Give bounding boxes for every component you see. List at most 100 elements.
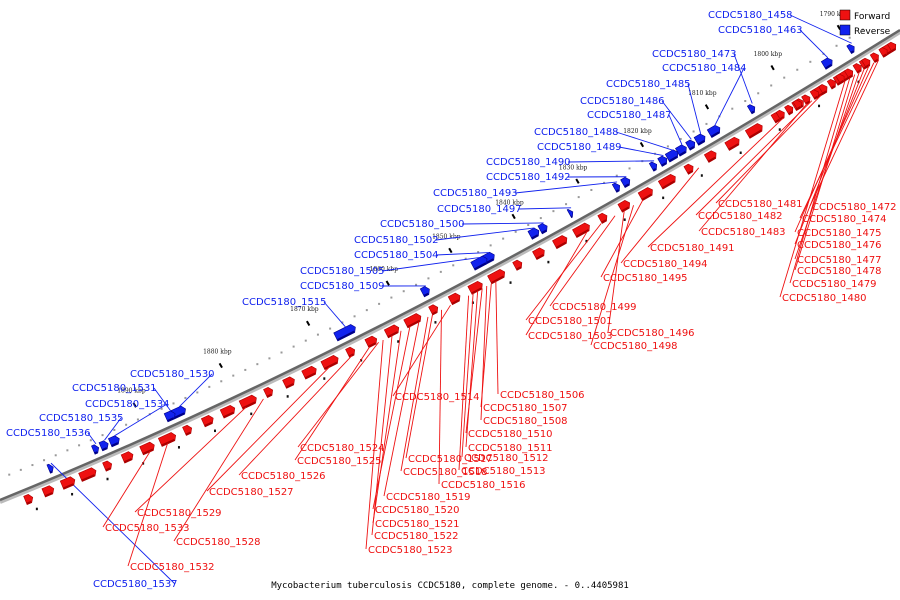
gene-label-forward[interactable]: CCDC5180_1475 — [797, 228, 882, 239]
gene-block-reverse[interactable] — [620, 176, 632, 189]
gene-label-forward[interactable]: CCDC5180_1533 — [105, 523, 190, 534]
gene-label-reverse[interactable]: CCDC5180_1530 — [130, 369, 215, 380]
gene-label-forward[interactable]: CCDC5180_1528 — [176, 537, 261, 548]
gene-block-forward[interactable] — [852, 62, 864, 74]
gene-block-forward[interactable] — [792, 98, 804, 111]
gene-block-forward[interactable] — [784, 104, 796, 116]
gene-block-forward[interactable] — [878, 46, 890, 58]
gene-block-forward[interactable] — [818, 83, 830, 95]
gene-block-forward[interactable] — [487, 268, 507, 285]
gene-label-reverse[interactable]: CCDC5180_1531 — [72, 383, 157, 394]
gene-label-forward[interactable]: CCDC5180_1513 — [461, 466, 546, 477]
gene-label-forward[interactable]: CCDC5180_1491 — [650, 243, 735, 254]
gene-label-reverse[interactable]: CCDC5180_1497 — [437, 204, 522, 215]
gene-label-forward[interactable]: CCDC5180_1483 — [701, 227, 786, 238]
gene-block-forward[interactable] — [861, 57, 873, 69]
gene-block-forward[interactable] — [59, 476, 76, 490]
gene-label-reverse[interactable]: CCDC5180_1473 — [652, 49, 737, 60]
gene-block-forward[interactable] — [637, 186, 655, 202]
gene-block-forward[interactable] — [102, 460, 114, 472]
gene-block-reverse[interactable] — [470, 255, 489, 271]
gene-label-forward[interactable]: CCDC5180_1482 — [698, 211, 783, 222]
gene-label-forward[interactable]: CCDC5180_1503 — [528, 331, 613, 342]
gene-label-reverse[interactable]: CCDC5180_1537 — [93, 579, 178, 590]
gene-label-reverse[interactable]: CCDC5180_1505 — [300, 266, 385, 277]
gene-block-forward[interactable] — [703, 149, 718, 163]
gene-block-forward[interactable] — [157, 431, 177, 447]
gene-label-forward[interactable]: CCDC5180_1474 — [802, 214, 887, 225]
gene-label-forward[interactable]: CCDC5180_1477 — [797, 255, 882, 266]
gene-block-reverse[interactable] — [648, 160, 659, 172]
gene-block-reverse[interactable] — [333, 323, 358, 342]
gene-block-forward[interactable] — [139, 441, 156, 456]
gene-label-forward[interactable]: CCDC5180_1532 — [130, 562, 215, 573]
gene-label-forward[interactable]: CCDC5180_1508 — [483, 416, 568, 427]
gene-block-forward[interactable] — [345, 346, 357, 358]
gene-label-reverse[interactable]: CCDC5180_1515 — [242, 297, 327, 308]
gene-label-reverse[interactable]: CCDC5180_1485 — [606, 79, 691, 90]
gene-label-forward[interactable]: CCDC5180_1472 — [812, 202, 897, 213]
gene-block-reverse[interactable] — [46, 463, 55, 474]
gene-label-reverse[interactable]: CCDC5180_1484 — [662, 63, 747, 74]
gene-label-forward[interactable]: CCDC5180_1506 — [500, 390, 585, 401]
gene-label-forward[interactable]: CCDC5180_1481 — [718, 199, 803, 210]
gene-block-reverse[interactable] — [675, 143, 688, 157]
gene-block-forward[interactable] — [219, 404, 236, 419]
gene-block-forward[interactable] — [182, 424, 194, 436]
gene-block-forward[interactable] — [467, 280, 485, 295]
gene-block-forward[interactable] — [835, 72, 847, 85]
gene-label-forward[interactable]: CCDC5180_1478 — [797, 266, 882, 277]
gene-block-forward[interactable] — [552, 234, 569, 250]
gene-block-reverse[interactable] — [657, 155, 669, 167]
gene-block-forward[interactable] — [683, 163, 695, 175]
gene-label-forward[interactable]: CCDC5180_1527 — [209, 487, 294, 498]
gene-label-forward[interactable]: CCDC5180_1518 — [403, 467, 488, 478]
gene-block-reverse[interactable] — [419, 285, 431, 298]
gene-block-forward[interactable] — [801, 93, 813, 106]
gene-block-forward[interactable] — [23, 493, 35, 506]
gene-block-forward[interactable] — [301, 365, 319, 380]
gene-label-reverse[interactable]: CCDC5180_1500 — [380, 219, 465, 230]
gene-label-forward[interactable]: CCDC5180_1529 — [137, 508, 222, 519]
gene-label-forward[interactable]: CCDC5180_1526 — [241, 471, 326, 482]
gene-label-forward[interactable]: CCDC5180_1514 — [395, 392, 480, 403]
gene-block-forward[interactable] — [617, 199, 632, 213]
gene-block-forward[interactable] — [809, 88, 821, 100]
gene-block-forward[interactable] — [532, 246, 547, 260]
gene-label-reverse[interactable]: CCDC5180_1536 — [6, 428, 91, 439]
gene-block-forward[interactable] — [120, 450, 135, 464]
gene-block-reverse[interactable] — [693, 132, 707, 146]
gene-label-forward[interactable]: CCDC5180_1496 — [610, 328, 695, 339]
gene-block-forward[interactable] — [320, 354, 340, 371]
gene-block-reverse[interactable] — [566, 208, 575, 219]
gene-label-reverse[interactable]: CCDC5180_1489 — [537, 142, 622, 153]
gene-label-forward[interactable]: CCDC5180_1507 — [483, 403, 568, 414]
gene-label-reverse[interactable]: CCDC5180_1502 — [354, 235, 439, 246]
gene-label-reverse[interactable]: CCDC5180_1509 — [300, 281, 385, 292]
gene-label-forward[interactable]: CCDC5180_1516 — [441, 480, 526, 491]
gene-label-forward[interactable]: CCDC5180_1521 — [375, 519, 460, 530]
gene-label-forward[interactable]: CCDC5180_1525 — [297, 456, 382, 467]
gene-block-forward[interactable] — [657, 173, 677, 190]
gene-label-forward[interactable]: CCDC5180_1524 — [300, 443, 385, 454]
gene-block-forward[interactable] — [41, 484, 56, 498]
gene-block-forward[interactable] — [364, 335, 379, 349]
gene-block-forward[interactable] — [887, 41, 898, 53]
gene-block-forward[interactable] — [869, 51, 881, 64]
gene-block-reverse[interactable] — [91, 444, 100, 455]
gene-label-forward[interactable]: CCDC5180_1510 — [468, 429, 553, 440]
gene-label-forward[interactable]: CCDC5180_1517 — [408, 454, 493, 465]
gene-label-reverse[interactable]: CCDC5180_1534 — [85, 399, 170, 410]
gene-block-reverse[interactable] — [820, 56, 834, 70]
gene-label-reverse[interactable]: CCDC5180_1458 — [708, 10, 793, 21]
gene-block-reverse[interactable] — [98, 439, 110, 452]
gene-block-forward[interactable] — [282, 376, 297, 389]
gene-block-forward[interactable] — [744, 122, 764, 139]
gene-label-reverse[interactable]: CCDC5180_1490 — [486, 157, 571, 168]
gene-block-forward[interactable] — [200, 414, 215, 428]
gene-block-reverse[interactable] — [664, 148, 680, 163]
gene-label-forward[interactable]: CCDC5180_1495 — [603, 273, 688, 284]
gene-label-forward[interactable]: CCDC5180_1498 — [593, 341, 678, 352]
gene-block-reverse[interactable] — [706, 124, 722, 139]
gene-block-forward[interactable] — [512, 259, 524, 271]
